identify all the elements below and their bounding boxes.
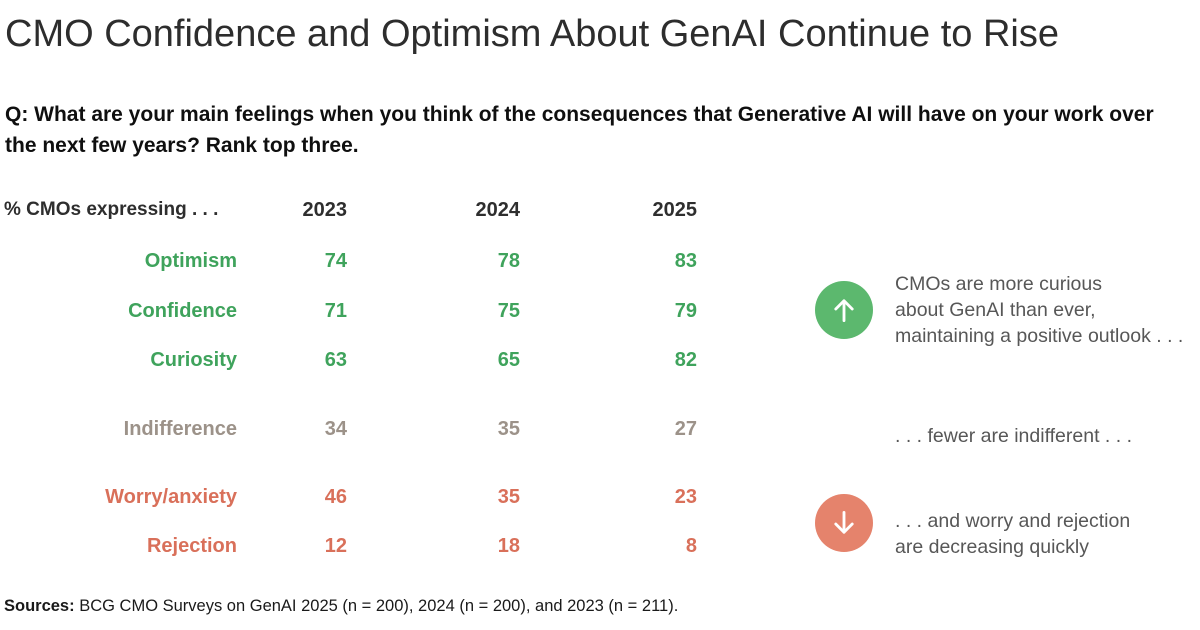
sources-line: Sources: BCG CMO Surveys on GenAI 2025 (…: [4, 597, 678, 616]
value-curiosity-2024: 65: [497, 348, 520, 371]
value-rejection-2023: 12: [324, 534, 347, 557]
row-label-rejection: Rejection: [146, 534, 237, 557]
value-confidence-2023: 71: [324, 299, 347, 322]
value-worry-2023: 46: [324, 485, 347, 508]
value-optimism-2024: 78: [497, 249, 520, 272]
annotation-line: . . . fewer are indifferent . . .: [895, 425, 1132, 447]
column-header-2023: 2023: [302, 198, 348, 221]
row-label-optimism: Optimism: [144, 249, 237, 272]
annotation-line: . . . and worry and rejection: [895, 510, 1131, 532]
table-row: Confidence 71 75 79: [4, 299, 697, 323]
sources-text: BCG CMO Surveys on GenAI 2025 (n = 200),…: [74, 597, 679, 615]
row-label-worry-anxiety: Worry/anxiety: [105, 485, 237, 508]
value-rejection-2024: 18: [497, 534, 520, 557]
value-optimism-2023: 74: [324, 249, 347, 272]
annotation-neutral: . . . fewer are indifferent . . .: [895, 424, 1132, 449]
table-row: Indifference 34 35 27: [4, 417, 697, 441]
arrow-down-icon: [815, 494, 873, 552]
row-label-indifference: Indifference: [123, 417, 237, 440]
column-header-2025: 2025: [652, 198, 698, 221]
table-header-row: % CMOs expressing . . . 2023 2024 2025: [4, 198, 697, 222]
value-indifference-2023: 34: [324, 417, 347, 440]
value-worry-2025: 23: [674, 485, 697, 508]
table-row: Rejection 12 18 8: [4, 534, 697, 558]
row-label-confidence: Confidence: [128, 299, 237, 322]
value-optimism-2025: 83: [674, 249, 697, 272]
annotation-negative: . . . and worry and rejection are decrea…: [895, 508, 1130, 560]
survey-question: Q: What are your main feelings when you …: [5, 103, 1154, 157]
annotation-positive: CMOs are more curious about GenAI than e…: [895, 271, 1183, 349]
arrow-up-icon: [815, 281, 873, 339]
column-header-2024: 2024: [475, 198, 521, 221]
value-confidence-2024: 75: [497, 299, 520, 322]
table-row: Worry/anxiety 46 35 23: [4, 485, 697, 509]
value-indifference-2024: 35: [497, 417, 520, 440]
value-confidence-2025: 79: [674, 299, 697, 322]
row-label-curiosity: Curiosity: [150, 348, 237, 371]
sources-label: Sources:: [4, 597, 75, 615]
row-header-label: % CMOs expressing . . .: [4, 199, 219, 220]
table-row: Optimism 74 78 83: [4, 249, 697, 273]
page-title: CMO Confidence and Optimism About GenAI …: [5, 13, 1059, 55]
annotation-line: maintaining a positive outlook . . .: [895, 325, 1184, 347]
table-row: Curiosity 63 65 82: [4, 348, 697, 372]
annotation-line: are decreasing quickly: [895, 536, 1090, 558]
value-indifference-2025: 27: [674, 417, 697, 440]
value-curiosity-2025: 82: [674, 348, 697, 371]
annotation-line: about GenAI than ever,: [895, 299, 1096, 321]
value-rejection-2025: 8: [685, 534, 697, 557]
value-curiosity-2023: 63: [324, 348, 347, 371]
annotation-line: CMOs are more curious: [895, 273, 1102, 295]
value-worry-2024: 35: [497, 485, 520, 508]
